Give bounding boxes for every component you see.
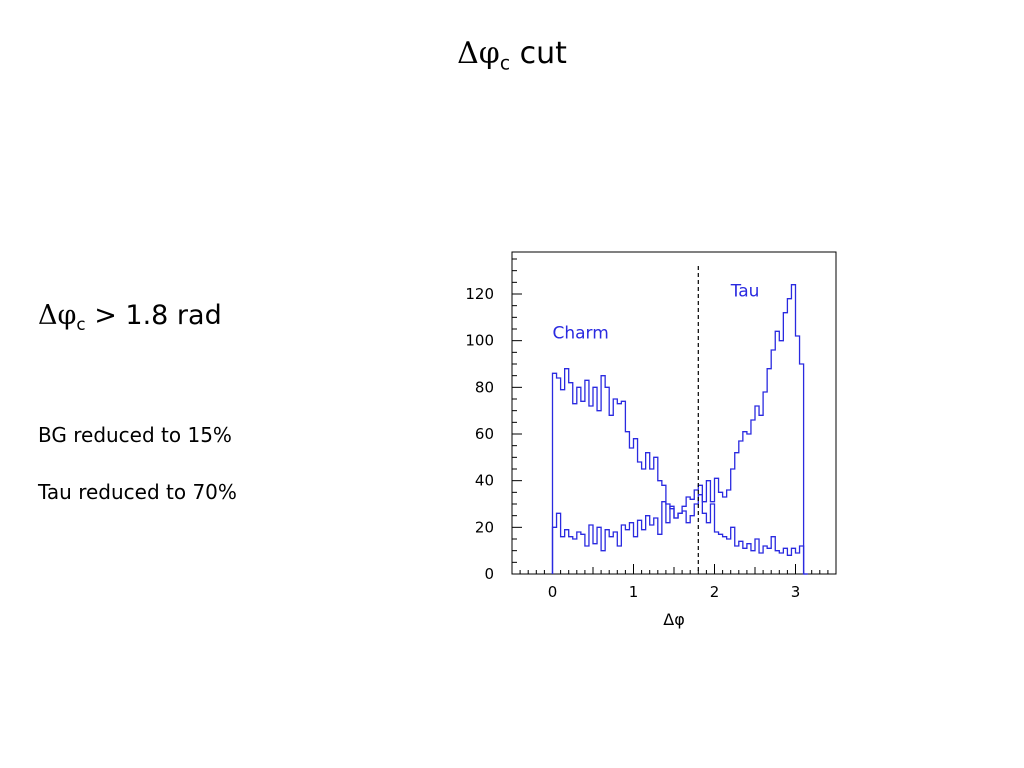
title-subscript: c [499, 53, 511, 75]
bg-reduction-note: BG reduced to 15% [38, 423, 232, 447]
y-tick-label: 40 [475, 472, 494, 490]
histogram-charm-line [551, 368, 808, 575]
slide-title: Δφc cut [0, 34, 1024, 74]
y-tick-label: 80 [475, 378, 494, 396]
histogram-series [551, 266, 808, 575]
x-tick-label: 1 [629, 583, 639, 601]
title-symbol: Δφ [457, 36, 500, 71]
x-axis-title: Δφ [663, 610, 685, 629]
x-tick-label: 3 [791, 583, 801, 601]
x-tick-label: 2 [710, 583, 720, 601]
y-tick-label: 0 [484, 565, 494, 583]
annotation-charm: Charm [553, 323, 609, 343]
cut-statement: Δφc > 1.8 rad [38, 298, 222, 334]
cut-rest: > 1.8 rad [85, 300, 222, 331]
title-rest: cut [510, 36, 567, 71]
cut-symbol: Δφ [38, 300, 77, 331]
histogram-tau-line [551, 284, 808, 575]
annotation-tau: Tau [730, 281, 760, 301]
y-tick-label: 60 [475, 425, 494, 443]
cut-subscript: c [76, 313, 86, 334]
tau-reduction-note: Tau reduced to 70% [38, 480, 237, 504]
x-tick-label: 0 [548, 583, 558, 601]
axes [511, 251, 837, 575]
y-tick-label: 20 [475, 518, 494, 536]
chart-labels: 0 20 40 60 80 100 120 0 1 2 3 Δφ Charm Tau [465, 281, 800, 629]
y-tick-label: 100 [465, 332, 494, 350]
y-tick-label: 120 [465, 285, 494, 303]
